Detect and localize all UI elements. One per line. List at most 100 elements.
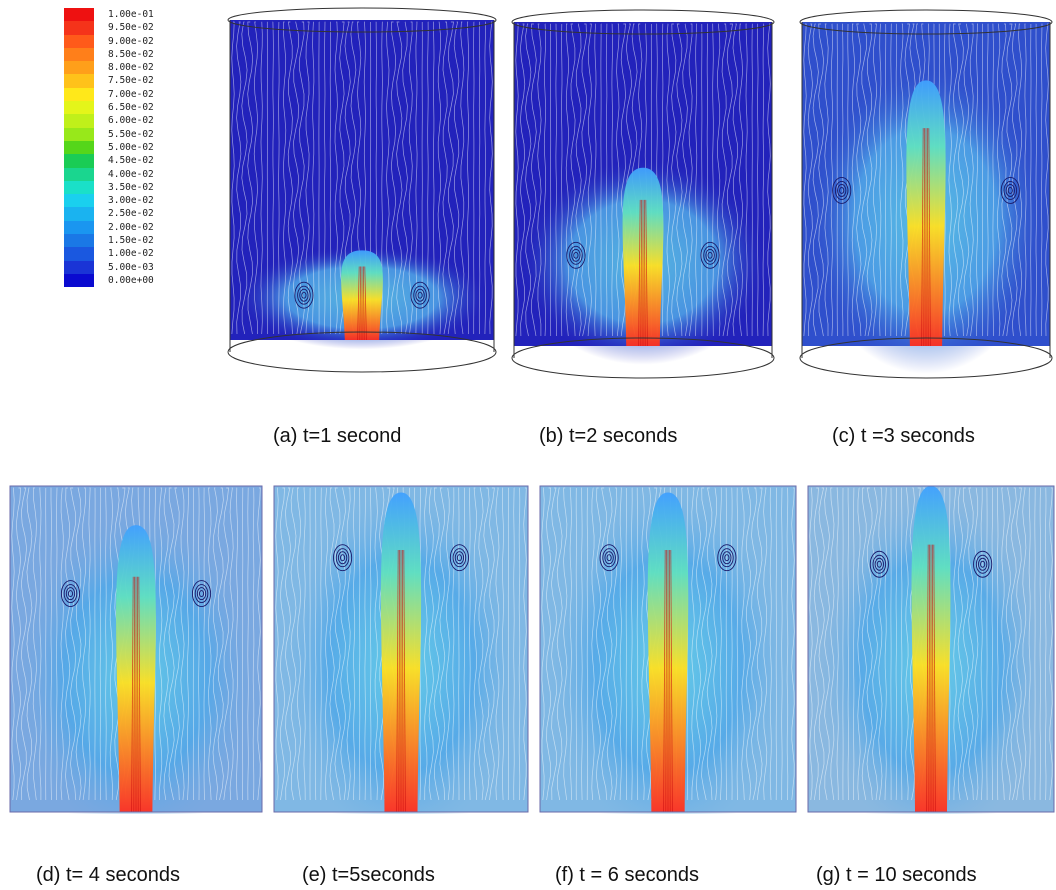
vortex-ring — [973, 550, 993, 578]
streamline — [756, 487, 763, 801]
streamline — [340, 487, 346, 801]
panel-g-flow-plot — [807, 485, 1055, 814]
domain-outline — [807, 485, 1055, 813]
core-line — [926, 128, 929, 347]
colorbar-label: 1.50e-02 — [108, 235, 154, 247]
colorbar-row: 3.00e-02 — [64, 194, 194, 208]
streamline — [581, 23, 588, 337]
plume-core — [926, 544, 936, 813]
streamline — [1022, 487, 1027, 801]
streamline — [530, 23, 537, 337]
streamline — [163, 487, 169, 801]
streamline — [555, 23, 557, 337]
vortex-ring — [869, 550, 889, 578]
streamline — [901, 487, 903, 801]
vortex-ring — [415, 288, 425, 302]
core-line — [133, 576, 135, 813]
streamline — [1018, 23, 1023, 337]
streamline — [731, 487, 733, 801]
vortex-ring — [602, 548, 616, 568]
streamline — [620, 23, 626, 337]
vortex — [449, 544, 469, 572]
vortex-ring — [1007, 187, 1013, 194]
vortex — [410, 281, 430, 309]
streamline — [437, 21, 442, 335]
streamline — [386, 21, 390, 335]
streamline — [884, 487, 887, 801]
colorbar-swatch — [64, 21, 94, 35]
streamline — [751, 487, 758, 801]
streamline — [1044, 487, 1047, 801]
streamline — [786, 487, 789, 801]
streamline — [1024, 23, 1027, 337]
streamline — [962, 487, 969, 801]
streamline — [515, 23, 519, 337]
streamline — [370, 487, 372, 801]
core-line — [643, 199, 646, 347]
vortex — [717, 544, 737, 572]
colorbar-swatch — [64, 101, 94, 115]
streamline — [987, 23, 989, 337]
streamline — [39, 487, 42, 800]
streamline — [293, 21, 300, 335]
streamline — [408, 21, 413, 335]
streamline — [260, 21, 263, 335]
colorbar-label: 7.50e-02 — [108, 75, 154, 87]
streamline — [174, 487, 180, 801]
streamline — [767, 23, 771, 337]
vortex-ring — [606, 554, 612, 562]
vortex-ring — [604, 551, 614, 565]
streamline — [180, 487, 185, 801]
vortex-ring — [839, 187, 845, 194]
streamline — [518, 487, 521, 801]
vortex-ring — [413, 285, 427, 305]
vortex-ring — [194, 584, 209, 604]
core-line — [403, 550, 406, 813]
vortex-ring — [299, 288, 309, 302]
cylinder-bottom-rim — [227, 331, 497, 373]
streamline — [606, 487, 613, 801]
streamline — [1049, 487, 1053, 801]
streamline — [447, 21, 454, 335]
colorbar-label: 9.50e-02 — [108, 22, 154, 34]
core-line — [665, 550, 668, 813]
colorbar-swatch — [64, 127, 94, 141]
cylinder-top-rim — [799, 9, 1053, 35]
vortex — [333, 544, 353, 572]
streamline — [716, 23, 721, 337]
streamline — [706, 487, 713, 801]
streamline — [636, 487, 639, 801]
colorbar-label: 1.00e-02 — [108, 248, 154, 260]
colorbar-row: 5.00e-03 — [64, 260, 194, 274]
streamline — [463, 487, 465, 801]
streamline — [396, 21, 403, 335]
vortex-ring — [703, 245, 717, 265]
streamline — [836, 487, 839, 801]
streamline — [445, 487, 450, 801]
streamline — [570, 23, 576, 337]
streamline — [691, 487, 695, 801]
streamline — [1006, 23, 1013, 337]
vortex-ring — [63, 584, 78, 604]
streamline — [953, 23, 959, 337]
streamline — [661, 23, 664, 336]
streamline — [241, 21, 248, 335]
vortex-ring — [454, 551, 465, 565]
streamline — [467, 21, 469, 335]
streamline — [334, 487, 341, 801]
streamline — [402, 21, 408, 335]
streamline — [1001, 487, 1005, 801]
core-line — [921, 128, 924, 347]
core-line — [131, 576, 134, 813]
vortex-ring — [872, 554, 887, 574]
vortex-ring — [571, 248, 581, 262]
colorbar-swatch — [64, 47, 94, 62]
colorbar-label: 4.00e-02 — [108, 168, 154, 180]
colorbar-swatch — [64, 220, 94, 235]
streamline — [890, 23, 892, 337]
colorbar-row: 2.00e-02 — [64, 220, 194, 235]
streamline — [781, 487, 783, 800]
streamline — [866, 487, 873, 801]
streamline — [587, 23, 592, 337]
vortex — [700, 241, 720, 269]
